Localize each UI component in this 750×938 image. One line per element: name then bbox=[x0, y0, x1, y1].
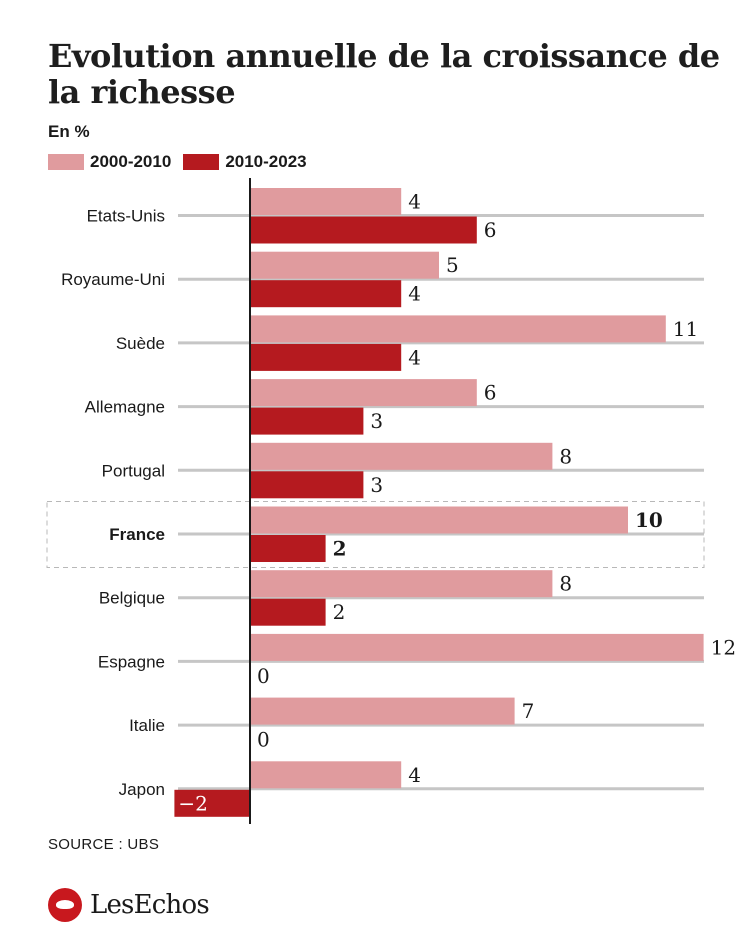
data-label: 12 bbox=[711, 635, 736, 659]
bar bbox=[250, 343, 402, 371]
data-label: 4 bbox=[408, 763, 421, 787]
bar bbox=[250, 697, 515, 725]
data-label: 3 bbox=[370, 409, 383, 433]
bar bbox=[250, 188, 402, 215]
bar bbox=[250, 633, 704, 661]
bar bbox=[174, 789, 250, 817]
bar bbox=[250, 379, 477, 407]
category-label: Allemagne bbox=[85, 398, 165, 417]
legend-item-series-1: 2000-2010 bbox=[48, 152, 171, 172]
source-note: SOURCE : UBS bbox=[48, 836, 160, 853]
bar bbox=[250, 570, 553, 598]
bar bbox=[250, 442, 553, 470]
category-label: France bbox=[109, 525, 165, 544]
legend-swatch-series-1 bbox=[48, 154, 84, 170]
category-label: Japon bbox=[119, 780, 165, 799]
data-label: 5 bbox=[446, 253, 459, 277]
data-label: 0 bbox=[257, 664, 270, 688]
bar bbox=[250, 506, 628, 534]
bar bbox=[250, 315, 666, 343]
highlight-frame bbox=[46, 501, 705, 568]
legend: 2000-2010 2010-2023 bbox=[48, 152, 311, 172]
unit-label: En % bbox=[48, 122, 90, 141]
legend-item-series-2: 2010-2023 bbox=[183, 152, 307, 172]
publisher-logo: LesEchos bbox=[48, 888, 210, 922]
les-echos-logo-icon bbox=[48, 888, 82, 922]
data-label: 6 bbox=[484, 218, 497, 242]
logo-wordmark: LesEchos bbox=[90, 890, 210, 920]
bar bbox=[250, 598, 326, 626]
chart-title: Evolution annuelle de la croissance de l… bbox=[48, 37, 720, 111]
data-label: 4 bbox=[408, 190, 421, 214]
data-label: 8 bbox=[559, 444, 572, 468]
data-label: 4 bbox=[408, 282, 421, 306]
data-label: −2 bbox=[178, 791, 207, 815]
category-label: Belgique bbox=[99, 589, 165, 608]
legend-label-series-1: 2000-2010 bbox=[90, 152, 172, 171]
data-label: 2 bbox=[333, 600, 346, 624]
bar bbox=[250, 471, 364, 499]
category-label: Suède bbox=[116, 334, 165, 353]
data-label: 11 bbox=[673, 317, 698, 341]
category-label: Espagne bbox=[98, 652, 165, 671]
data-label: 2 bbox=[333, 537, 347, 561]
data-label: 3 bbox=[370, 473, 383, 497]
category-label: Royaume-Uni bbox=[61, 270, 165, 289]
data-label: 0 bbox=[257, 728, 270, 752]
bar bbox=[250, 280, 402, 308]
category-label: Italie bbox=[129, 716, 165, 735]
bar-chart: Etats-Unis 4 6 Royaume-Uni 5 4 Suède 11 4 Allemag… bbox=[46, 178, 736, 824]
bar bbox=[250, 535, 326, 562]
data-label: 8 bbox=[559, 572, 572, 596]
bar bbox=[250, 407, 364, 435]
bar bbox=[250, 761, 402, 789]
legend-swatch-series-2 bbox=[183, 154, 220, 170]
data-label: 6 bbox=[484, 381, 497, 405]
bar bbox=[250, 216, 477, 244]
category-label: Portugal bbox=[102, 461, 165, 480]
category-label: Etats-Unis bbox=[87, 207, 165, 226]
data-label: 7 bbox=[522, 699, 535, 723]
data-label: 4 bbox=[408, 345, 421, 369]
data-label: 10 bbox=[635, 508, 663, 532]
bar bbox=[250, 251, 439, 279]
legend-label-series-2: 2010-2023 bbox=[225, 152, 307, 171]
